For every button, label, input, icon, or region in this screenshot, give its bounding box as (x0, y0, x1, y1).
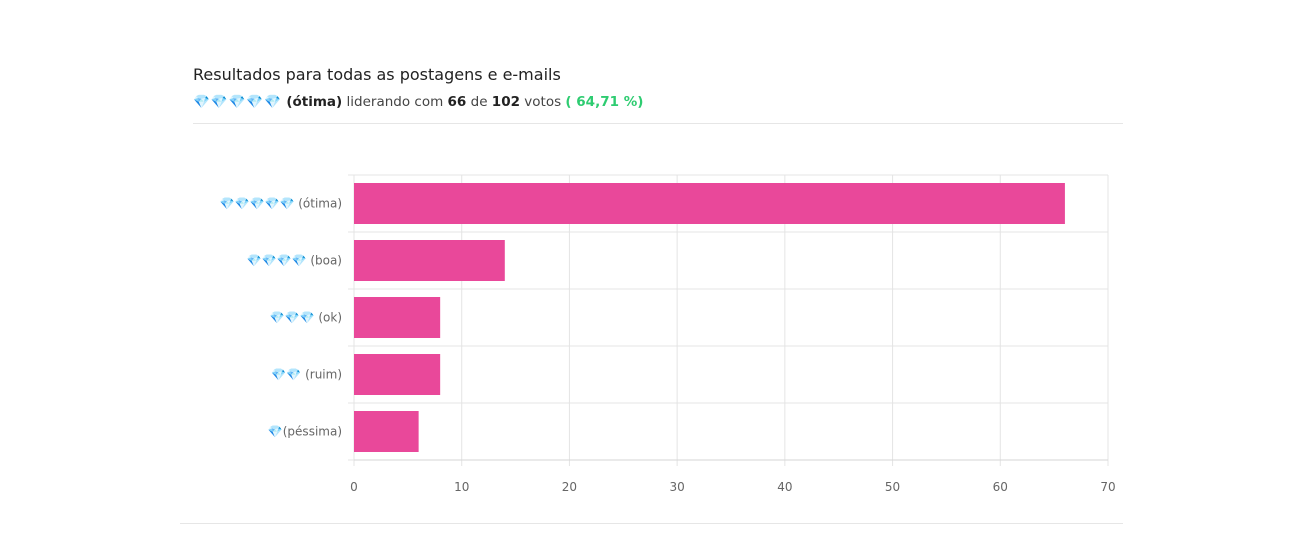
leader-percent: ( 64,71 %) (565, 94, 644, 110)
votes-text: votos (524, 94, 562, 110)
x-tick-label: 70 (1100, 480, 1115, 494)
category-label: 💎💎💎💎 (boa) (247, 254, 342, 268)
page-title: Resultados para todas as postagens e e-m… (193, 65, 561, 84)
x-tick-label: 30 (670, 480, 685, 494)
category-label: 💎💎 (ruim) (271, 368, 342, 382)
x-tick-label: 0 (350, 480, 358, 494)
footer-divider (180, 523, 1123, 524)
x-tick-label: 10 (454, 480, 469, 494)
leading-text: liderando com (346, 94, 444, 110)
leader-label: (ótima) (286, 94, 343, 110)
category-label: 💎💎💎 (ok) (270, 311, 342, 325)
leader-summary: 💎💎💎💎💎 (ótima) liderando com 66 de 102 vo… (193, 92, 1123, 112)
header-divider (193, 123, 1123, 124)
diamond-icon: 💎💎💎💎💎 (193, 94, 283, 110)
bar (354, 411, 419, 452)
category-label: 💎💎💎💎💎 (ótima) (220, 197, 342, 211)
x-tick-label: 40 (777, 480, 792, 494)
bar (354, 183, 1065, 224)
x-tick-label: 20 (562, 480, 577, 494)
bar (354, 297, 441, 338)
category-label: 💎(péssima) (268, 425, 342, 439)
bar (354, 354, 441, 395)
results-header: Resultados para todas as postagens e e-m… (193, 64, 1123, 112)
leader-votes: 66 (447, 94, 467, 110)
x-tick-label: 60 (993, 480, 1008, 494)
bar (354, 240, 505, 281)
total-votes: 102 (491, 94, 520, 110)
of-text: de (470, 94, 488, 110)
x-tick-label: 50 (885, 480, 900, 494)
